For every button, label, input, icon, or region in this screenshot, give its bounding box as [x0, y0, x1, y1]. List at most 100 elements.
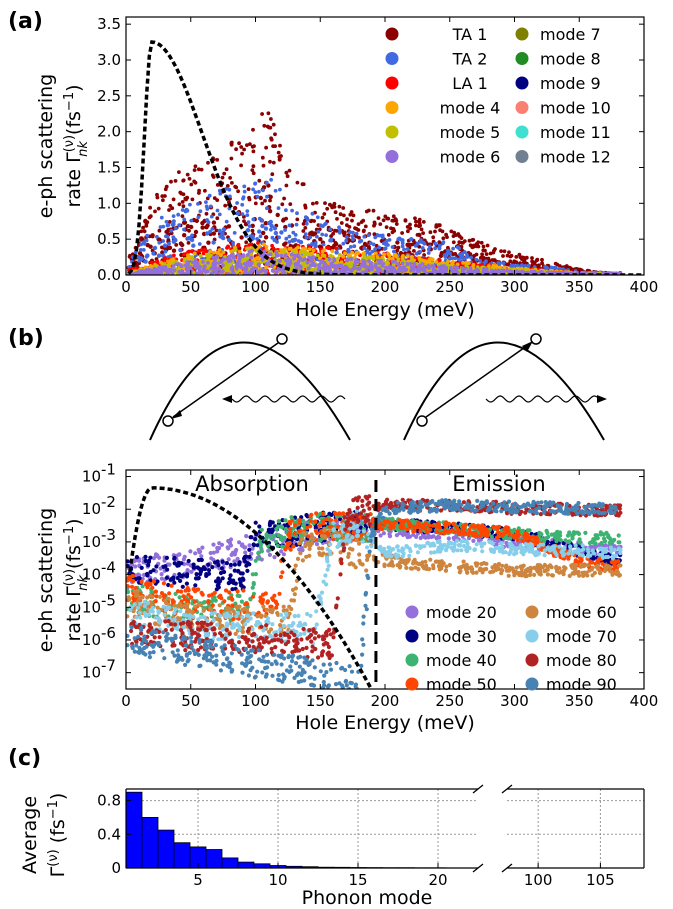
scatter-point: [225, 184, 230, 188]
scatter-point: [192, 179, 197, 184]
scatter-point: [275, 212, 280, 218]
emission-phonon-arrow-icon: [597, 395, 607, 403]
scatter-point: [251, 171, 256, 176]
scatter-point: [133, 250, 138, 255]
legend-label: mode 11: [540, 123, 611, 142]
scatter-point: [412, 261, 417, 266]
scatter-point: [185, 271, 191, 275]
scatter-point: [243, 550, 248, 555]
scatter-point: [240, 151, 245, 156]
scatter-point: [286, 252, 291, 256]
scatter-point: [237, 540, 242, 545]
scatter-point: [217, 228, 222, 233]
scatter-point: [468, 252, 473, 257]
panel-b-ylabel-line2: rate Γ(ν)nk (fs−1): [62, 518, 91, 641]
scatter-point: [253, 190, 258, 195]
scatter-point: [431, 266, 436, 271]
scatter-point: [211, 231, 216, 236]
scatter-point: [363, 264, 368, 269]
scatter-point: [362, 246, 367, 251]
scatter-point: [191, 243, 196, 248]
scatter-point: [382, 252, 387, 257]
scatter-point: [373, 235, 378, 240]
scatter-point: [496, 261, 501, 265]
scatter-point: [417, 263, 422, 268]
scatter-point: [557, 266, 562, 271]
scatter-point: [439, 268, 444, 274]
legend-marker: [385, 76, 399, 90]
scatter-point: [221, 263, 225, 267]
scatter-point: [189, 182, 194, 187]
scatter-point: [386, 261, 390, 266]
x-tick-label: 300: [500, 278, 529, 296]
scatter-point: [208, 550, 213, 556]
scatter-point: [180, 214, 185, 219]
scatter-point: [298, 256, 302, 260]
scatter-point: [406, 229, 410, 234]
scatter-point: [197, 248, 202, 253]
scatter-point: [231, 240, 236, 245]
x-tick-label: 50: [181, 278, 200, 296]
scatter-point: [162, 558, 167, 563]
scatter-point: [189, 569, 194, 575]
scatter-point: [284, 170, 289, 175]
panel-b-ylabel-unit-sup: −1: [62, 526, 77, 545]
y-tick-label: 1.0: [97, 194, 121, 212]
scatter-point: [540, 261, 544, 266]
scatter-point: [230, 181, 234, 185]
scatter-point: [248, 142, 252, 147]
scatter-point: [242, 189, 247, 194]
scatter-point: [142, 229, 147, 234]
scatter-point: [405, 247, 410, 251]
scatter-point: [400, 241, 405, 245]
legend-marker: [515, 52, 529, 65]
scatter-point: [269, 227, 273, 232]
scatter-point: [560, 272, 565, 275]
scatter-point: [499, 249, 503, 254]
y-tick-label: 2.5: [97, 87, 121, 105]
scatter-point: [151, 251, 156, 256]
scatter-point: [251, 187, 256, 192]
scatter-point: [444, 232, 448, 237]
scatter-point: [445, 251, 449, 256]
scatter-point: [171, 222, 176, 227]
scatter-point: [284, 183, 289, 188]
scatter-point: [176, 552, 182, 557]
scatter-point: [369, 263, 373, 267]
scatter-point: [326, 246, 331, 251]
panel-a-ylabel-unit: (fs: [63, 111, 85, 141]
scatter-point: [272, 555, 277, 560]
scatter-point: [294, 222, 299, 227]
panel-a-ylabel-sub: nk: [76, 141, 91, 157]
scatter-point: [322, 253, 327, 258]
scatter-point: [484, 259, 488, 264]
scatter-point: [257, 229, 262, 234]
scatter-point: [263, 235, 269, 240]
scatter-point: [242, 219, 246, 224]
scatter-point: [501, 261, 506, 265]
scatter-point: [478, 259, 483, 263]
scatter-point: [367, 256, 372, 260]
scatter-point: [171, 235, 176, 240]
scatter-point: [509, 253, 514, 258]
scatter-point: [155, 272, 161, 275]
scatter-point: [338, 268, 342, 273]
scatter-point: [260, 112, 264, 116]
scatter-point: [250, 223, 255, 228]
scatter-point: [221, 235, 226, 241]
scatter-point: [273, 188, 278, 193]
x-tick-label: 0: [121, 278, 131, 296]
scatter-point: [338, 253, 342, 257]
scatter-point: [314, 542, 320, 547]
scatter-point: [520, 257, 524, 261]
scatter-point: [139, 242, 144, 247]
scatter-point: [203, 188, 207, 193]
scatter-point: [241, 253, 246, 257]
scatter-point: [162, 243, 168, 248]
scatter-point: [465, 253, 469, 257]
scatter-point: [189, 224, 194, 230]
scatter-point: [263, 226, 269, 231]
scatter-point: [373, 251, 378, 256]
scatter-point: [269, 177, 273, 182]
scatter-point: [159, 215, 164, 220]
